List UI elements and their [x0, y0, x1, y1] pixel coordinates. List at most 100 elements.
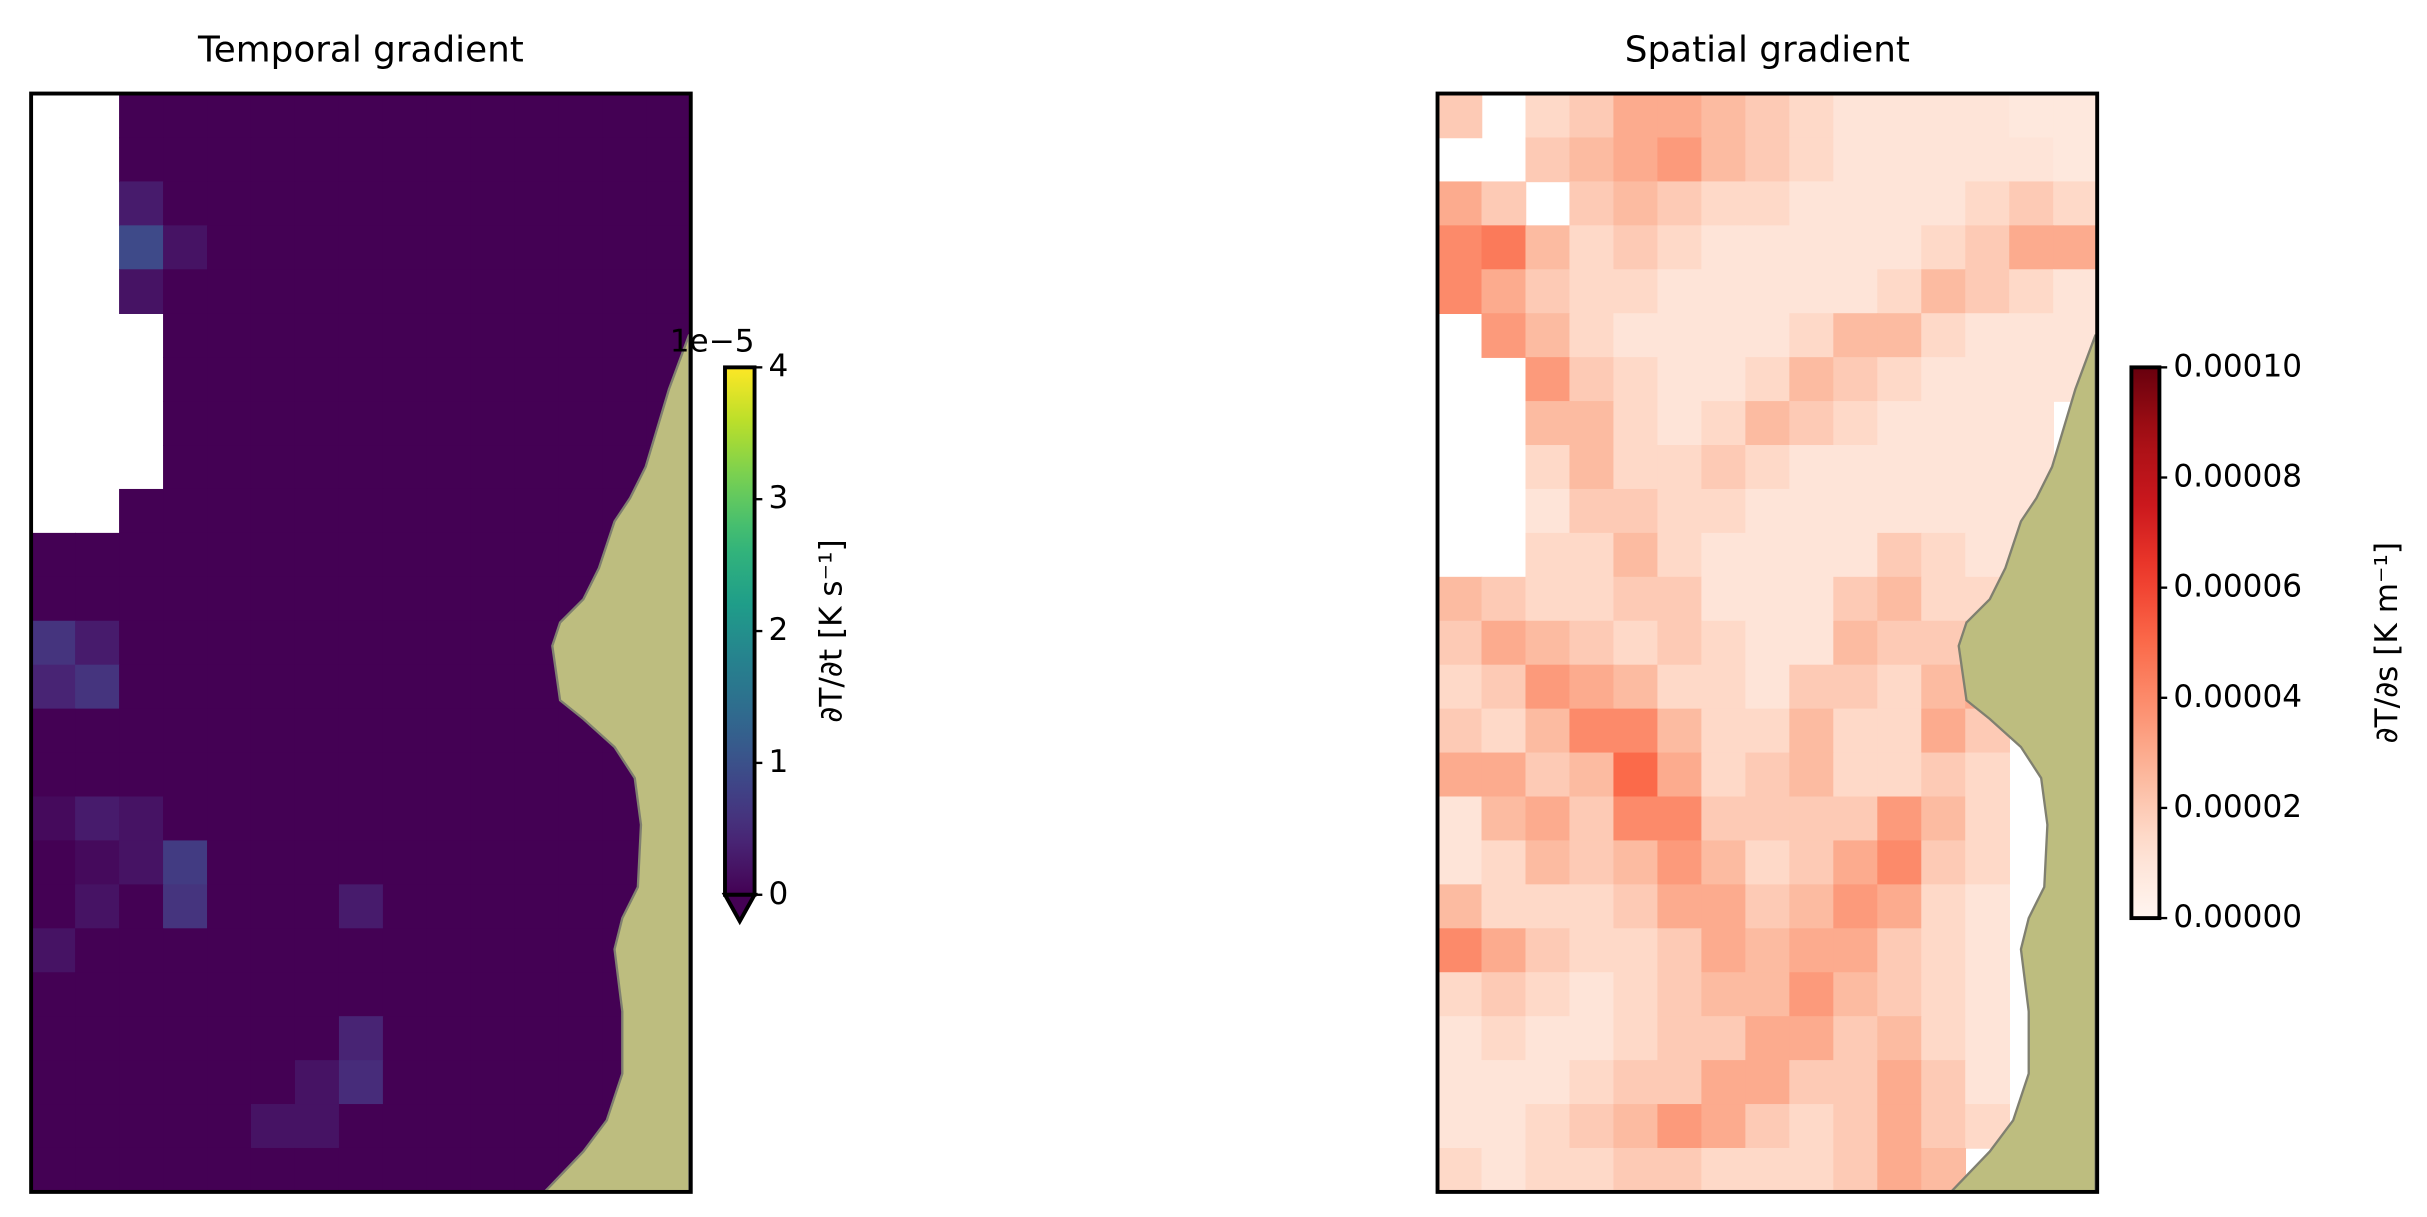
heatmap-cell	[426, 488, 472, 534]
heatmap-cell	[250, 401, 296, 446]
heatmap-cell	[426, 137, 472, 183]
heatmap-cell	[1789, 313, 1835, 358]
heatmap-cell	[1965, 840, 2011, 886]
heatmap-cell	[1833, 269, 1879, 314]
heatmap-cell	[207, 620, 252, 666]
heatmap-cell	[382, 928, 428, 974]
heatmap-cell	[470, 137, 516, 183]
heatmap-cell	[1657, 576, 1703, 622]
heatmap-cell	[119, 972, 164, 1017]
heatmap-cell	[1921, 752, 1967, 798]
heatmap-cell	[470, 1060, 516, 1105]
heatmap-cell	[294, 620, 340, 666]
heatmap-cell	[1833, 1104, 1879, 1149]
heatmap-cell	[1921, 488, 1967, 534]
heatmap-cell	[1701, 928, 1747, 974]
colorbar-tick-label: 0.00002	[2173, 789, 2302, 825]
heatmap-cell	[1745, 576, 1791, 622]
heatmap-cell	[1921, 576, 1967, 622]
heatmap-cell	[1657, 313, 1703, 358]
heatmap-cell	[1789, 181, 1835, 227]
heatmap-cell	[470, 576, 516, 622]
heatmap-cell	[163, 401, 208, 446]
heatmap-cell	[119, 488, 164, 534]
heatmap-cell	[2053, 181, 2098, 227]
heatmap-cell	[1745, 445, 1791, 490]
heatmap-cell	[1701, 269, 1747, 314]
colorbar-tick-label: 3	[769, 480, 789, 516]
heatmap-cell	[558, 1016, 604, 1061]
heatmap-cell	[382, 576, 428, 622]
heatmap-cell	[207, 664, 252, 710]
heatmap-cell	[1745, 357, 1791, 402]
heatmap-cell	[382, 708, 428, 754]
heatmap-cell	[1569, 752, 1615, 798]
heatmap-cell	[646, 181, 692, 227]
heatmap-cell	[31, 972, 76, 1017]
heatmap-cell	[646, 225, 692, 271]
heatmap-cell	[294, 313, 340, 358]
heatmap-cell	[294, 1060, 340, 1105]
heatmap-cell	[1613, 840, 1659, 886]
heatmap-cell	[1921, 664, 1967, 710]
heatmap-cell	[1657, 708, 1703, 754]
heatmap-cell	[1877, 181, 1923, 227]
heatmap-cell	[1613, 620, 1659, 666]
heatmap-cell	[514, 357, 560, 402]
heatmap-cell	[382, 357, 428, 402]
heatmap-cell	[119, 269, 164, 314]
heatmap-cell	[1745, 972, 1791, 1017]
heatmap-cell	[1789, 137, 1835, 183]
heatmap-cell	[119, 225, 164, 271]
heatmap-cell	[1569, 225, 1615, 271]
heatmap-cell	[338, 840, 384, 886]
heatmap-cell	[119, 840, 164, 886]
heatmap-cell	[470, 269, 516, 314]
heatmap-cell	[31, 1104, 76, 1149]
heatmap-cell	[426, 796, 472, 842]
heatmap-cell	[294, 181, 340, 227]
heatmap-cell	[75, 532, 120, 578]
heatmap-cell	[1657, 137, 1703, 183]
heatmap-cell	[514, 928, 560, 974]
heatmap-cell	[1921, 1060, 1967, 1105]
heatmap-cell	[1877, 445, 1923, 490]
heatmap-cell	[1745, 884, 1791, 930]
heatmap-cell	[514, 401, 560, 446]
heatmap-cell	[1921, 532, 1967, 578]
heatmap-cell	[426, 269, 472, 314]
colorbar	[723, 365, 757, 897]
heatmap-cell	[1525, 445, 1571, 490]
heatmap-cell	[1525, 884, 1571, 930]
heatmap-cell	[470, 445, 516, 490]
colorbar-tick-label: 0	[769, 876, 789, 912]
heatmap-cell	[1701, 972, 1747, 1017]
heatmap-cell	[558, 93, 604, 139]
heatmap-cell	[1921, 137, 1967, 183]
heatmap-cell	[163, 884, 208, 930]
heatmap-cell	[1437, 1147, 1483, 1193]
heatmap-cell	[207, 137, 252, 183]
heatmap-cell	[250, 137, 296, 183]
heatmap-cell	[2009, 93, 2054, 139]
heatmap-cell	[163, 93, 208, 139]
heatmap-cell	[1701, 1147, 1747, 1193]
heatmap-cell	[1745, 401, 1791, 446]
heatmap-cell	[1525, 225, 1571, 271]
map-frame	[29, 91, 693, 1194]
heatmap-cell	[119, 708, 164, 754]
heatmap-cell	[646, 269, 692, 314]
heatmap-cell	[1437, 181, 1483, 227]
heatmap-cell	[1525, 1016, 1571, 1061]
heatmap-cell	[426, 1060, 472, 1105]
heatmap-cell	[294, 137, 340, 183]
land	[541, 334, 691, 1194]
heatmap-cell	[470, 181, 516, 227]
heatmap-cell	[514, 752, 560, 798]
heatmap-cell	[2009, 401, 2054, 446]
heatmap-cell	[31, 840, 76, 886]
heatmap-cell	[1745, 225, 1791, 271]
heatmap-cell	[1701, 840, 1747, 886]
heatmap-cell	[1701, 532, 1747, 578]
heatmap-cell	[1569, 1060, 1615, 1105]
